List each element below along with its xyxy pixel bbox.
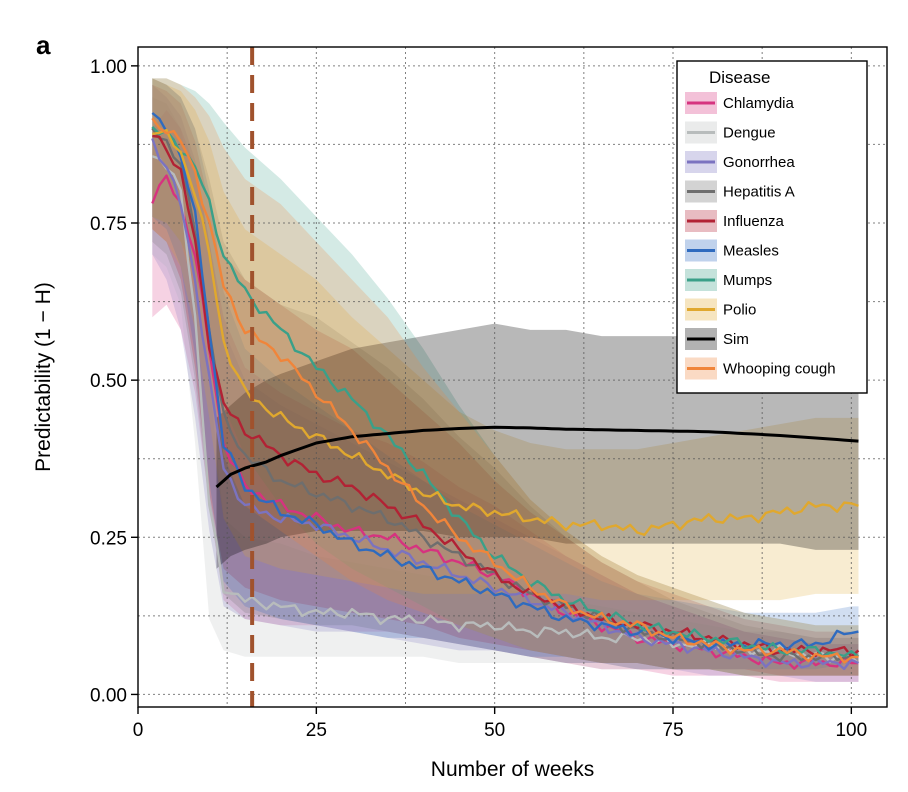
y-tick-label: 0.75 bbox=[90, 214, 127, 235]
axis-ticks: 0 25 50 75 100 0.00 0.25 0.50 0.75 1.00 bbox=[90, 57, 867, 741]
x-tick-label: 100 bbox=[835, 720, 867, 741]
line-sim bbox=[215, 425, 859, 489]
legend-label: Measles bbox=[723, 243, 779, 260]
legend-label: Hepatitis A bbox=[723, 184, 795, 201]
plot-frame bbox=[137, 46, 888, 708]
y-axis-title: Predictability (1 − H) bbox=[32, 282, 55, 472]
band-gonorrhea bbox=[152, 84, 859, 682]
legend-label: Gonorrhea bbox=[723, 154, 795, 171]
y-tick-label: 0.25 bbox=[90, 528, 127, 549]
x-tick-label: 0 bbox=[133, 720, 144, 741]
line-mumps bbox=[151, 126, 860, 659]
line-whooping-cough bbox=[151, 117, 859, 664]
series-lines bbox=[151, 112, 860, 671]
x-tick-label: 75 bbox=[662, 720, 683, 741]
band-polio bbox=[152, 78, 859, 601]
legend-label: Dengue bbox=[723, 125, 776, 142]
line-polio bbox=[152, 128, 859, 536]
x-axis-title: Number of weeks bbox=[431, 758, 594, 781]
legend-label: Influenza bbox=[723, 213, 785, 230]
legend-label: Mumps bbox=[723, 272, 772, 289]
legend-label: Chlamydia bbox=[723, 95, 795, 112]
legend-label: Sim bbox=[723, 331, 749, 348]
x-tick-label: 25 bbox=[306, 720, 327, 741]
band-influenza bbox=[152, 84, 859, 676]
legend-label: Polio bbox=[723, 302, 756, 319]
y-tick-label: 0.50 bbox=[90, 371, 127, 392]
legend-label: Whooping cough bbox=[723, 361, 836, 378]
legend: Disease Chlamydia Dengue Gonorrhea Hepatitis… bbox=[676, 60, 868, 394]
band-chlamydia bbox=[152, 109, 859, 682]
panel-label: a bbox=[36, 30, 51, 60]
y-tick-label: 0.00 bbox=[90, 685, 127, 706]
band-dengue bbox=[152, 97, 859, 676]
y-tick-label: 1.00 bbox=[90, 57, 127, 78]
band-measles bbox=[152, 78, 859, 670]
line-hepatitis-a bbox=[151, 127, 859, 663]
x-tick-label: 50 bbox=[484, 720, 505, 741]
line-gonorrhea bbox=[151, 138, 859, 671]
legend-title: Disease bbox=[709, 68, 770, 87]
